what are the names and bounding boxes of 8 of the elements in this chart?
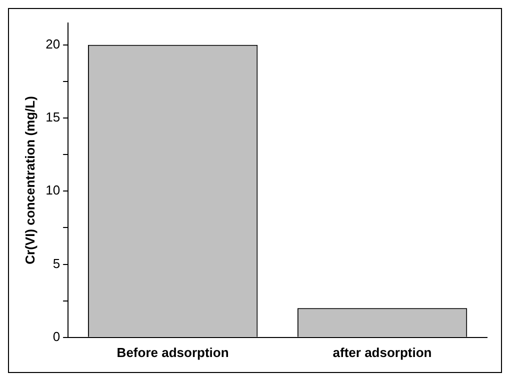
y-axis-title: Cr(VI) concentration (mg/L) bbox=[22, 96, 38, 264]
y-tick-label: 10 bbox=[46, 182, 60, 198]
y-tick-label: 5 bbox=[52, 256, 60, 271]
y-tick-label: 20 bbox=[46, 36, 60, 52]
y-tick-label: 15 bbox=[46, 110, 60, 125]
x-tick-label: Before adsorption bbox=[116, 344, 229, 360]
y-tick-label: 0 bbox=[52, 328, 60, 344]
x-tick-label: after adsorption bbox=[332, 344, 432, 360]
